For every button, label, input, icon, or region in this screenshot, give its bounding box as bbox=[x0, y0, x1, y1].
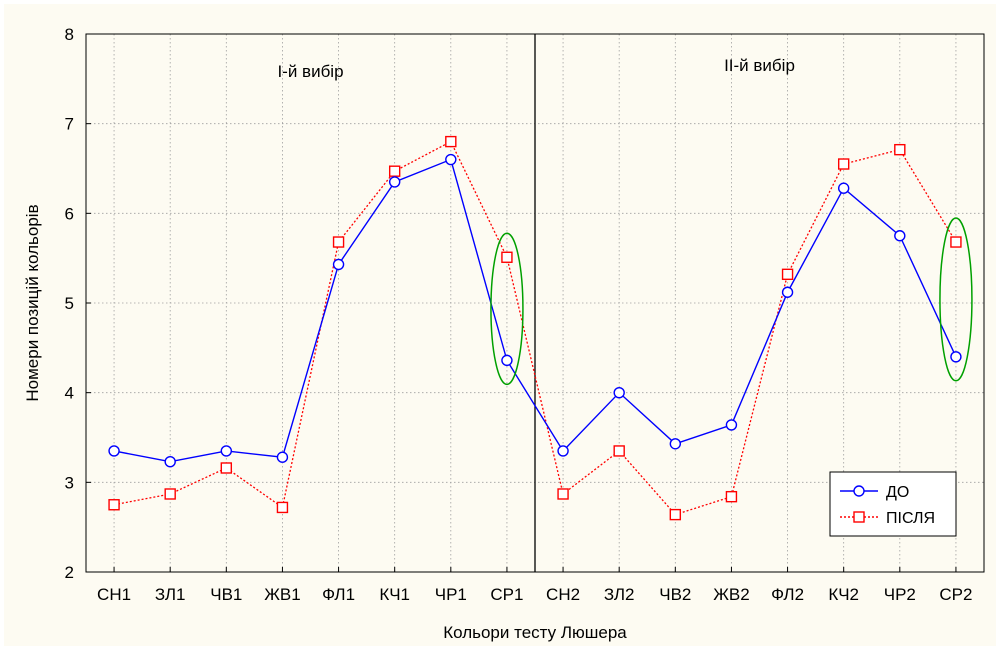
point-do bbox=[837, 182, 850, 194]
point-do bbox=[276, 451, 289, 463]
point-pislia bbox=[332, 236, 345, 248]
point-do bbox=[669, 438, 682, 450]
point-do bbox=[332, 258, 345, 271]
point-do bbox=[613, 386, 625, 399]
x-tick-label: ЖВ1 bbox=[264, 585, 301, 604]
x-tick-label: ФЛ1 bbox=[322, 585, 355, 604]
x-tick-label: КЧ2 bbox=[828, 585, 859, 604]
point-pislia bbox=[220, 462, 233, 474]
point-pislia bbox=[837, 158, 850, 170]
point-do bbox=[388, 176, 401, 188]
series-line-do bbox=[113, 158, 957, 463]
x-tick-label: ЗЛ1 bbox=[155, 585, 186, 604]
legend-box bbox=[829, 471, 957, 537]
y-tick-label: 4 bbox=[65, 384, 74, 403]
x-tick-label: СН2 bbox=[546, 585, 580, 604]
y-tick-label: 7 bbox=[65, 115, 74, 134]
x-tick-label: ЖВ2 bbox=[713, 585, 750, 604]
x-tick-label: ЧВ1 bbox=[210, 585, 242, 604]
point-do bbox=[781, 286, 794, 298]
highlight-ellipse bbox=[490, 232, 524, 386]
legend-label-do: ДО bbox=[886, 484, 909, 501]
point-pislia bbox=[950, 236, 962, 248]
y-tick-label: 2 bbox=[65, 563, 74, 582]
point-pislia bbox=[613, 445, 625, 457]
x-axis-title: Кольори тесту Люшера bbox=[443, 623, 627, 642]
chart-frame bbox=[4, 4, 996, 646]
point-do bbox=[164, 456, 176, 468]
x-tick-label: ЧВ2 bbox=[659, 585, 691, 604]
x-tick-label: СР2 bbox=[939, 585, 972, 604]
annotation-left-section: І-й вибір bbox=[277, 62, 343, 81]
point-pislia bbox=[276, 501, 289, 514]
annotation-right-section: ІІ-й вибір bbox=[724, 56, 795, 75]
x-axis: СН1 ЗЛ1 ЧВ1 ЖВ1 ФЛ1 КЧ1 ЧР1 СР1 СН2 ЗЛ2 ЧВ2 ЖВ2 ФЛ2 К… bbox=[97, 567, 972, 604]
y-tick-label: 8 bbox=[65, 25, 74, 44]
point-pislia bbox=[725, 490, 738, 503]
x-tick-label: СН1 bbox=[97, 585, 131, 604]
y-tick-label: 3 bbox=[65, 473, 74, 492]
x-tick-label: СР1 bbox=[490, 585, 523, 604]
legend-marker bbox=[853, 485, 865, 497]
y-tick-label: 5 bbox=[65, 294, 74, 313]
point-do bbox=[557, 445, 569, 457]
series-layer bbox=[108, 135, 962, 521]
point-do bbox=[501, 354, 513, 367]
point-do bbox=[220, 445, 233, 457]
point-do bbox=[108, 445, 120, 457]
point-pislia bbox=[164, 488, 176, 500]
legend-marker bbox=[853, 511, 865, 523]
x-tick-label: ЧР1 bbox=[435, 585, 467, 604]
point-pislia bbox=[388, 165, 401, 177]
point-pislia bbox=[108, 499, 120, 511]
point-do bbox=[950, 351, 962, 363]
x-tick-label: КЧ1 bbox=[379, 585, 410, 604]
legend-label-pislia: ПІСЛЯ bbox=[886, 510, 935, 527]
point-pislia bbox=[501, 251, 513, 263]
point-do bbox=[894, 230, 906, 242]
legend: ДО ПІСЛЯ bbox=[829, 471, 957, 537]
x-tick-label: ЧР2 bbox=[884, 585, 916, 604]
point-do bbox=[725, 419, 738, 431]
point-do bbox=[445, 153, 457, 166]
highlight-ellipse bbox=[939, 217, 973, 382]
x-tick-label: ФЛ2 bbox=[771, 585, 804, 604]
point-pislia bbox=[445, 135, 457, 148]
y-tick-label: 6 bbox=[65, 204, 74, 223]
highlight-layer bbox=[490, 217, 973, 386]
y-axis-title: Номери позицій кольорів bbox=[23, 204, 42, 401]
point-pislia bbox=[894, 143, 906, 156]
point-pislia bbox=[781, 268, 794, 281]
point-pislia bbox=[557, 488, 569, 500]
x-tick-label: ЗЛ2 bbox=[604, 585, 635, 604]
series-line-pislia bbox=[113, 140, 957, 516]
y-axis: 2 3 4 5 6 7 8 bbox=[65, 25, 91, 582]
point-pislia bbox=[669, 508, 682, 521]
